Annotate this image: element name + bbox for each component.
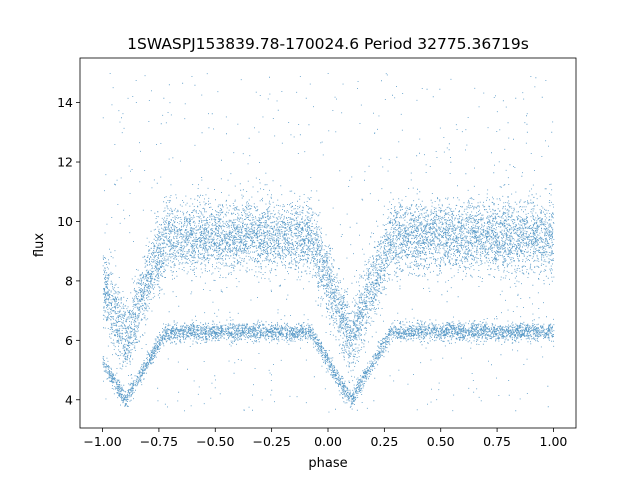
y-axis-label: flux bbox=[32, 233, 47, 257]
y-tick-label: 12 bbox=[57, 155, 73, 170]
x-tick-label: 0.75 bbox=[483, 434, 511, 449]
x-axis-label: phase bbox=[308, 456, 347, 471]
x-tick-label: −0.25 bbox=[252, 434, 290, 449]
y-tick-label: 4 bbox=[65, 392, 73, 407]
x-tick-label: 0.50 bbox=[427, 434, 455, 449]
scatter-points bbox=[102, 73, 555, 413]
x-tick-label: −0.50 bbox=[196, 434, 234, 449]
x-tick-label: −0.75 bbox=[140, 434, 178, 449]
data-points bbox=[102, 73, 555, 413]
y-tick-label: 10 bbox=[57, 214, 73, 229]
y-axis-ticks: 4 6 8 10 12 14 bbox=[57, 95, 80, 407]
x-tick-label: 0.25 bbox=[370, 434, 398, 449]
x-axis-ticks: −1.00 −0.75 −0.50 −0.25 0.00 0.25 0.50 0.75 1.00 bbox=[83, 428, 567, 449]
chart-title: 1SWASPJ153839.78-170024.6 Period 32775.3… bbox=[127, 35, 529, 53]
y-tick-label: 8 bbox=[65, 273, 73, 288]
x-tick-label: −1.00 bbox=[83, 434, 121, 449]
plot-frame bbox=[79, 57, 577, 429]
x-tick-label: 1.00 bbox=[540, 434, 568, 449]
x-tick-label: 0.00 bbox=[314, 434, 342, 449]
y-tick-label: 14 bbox=[57, 95, 73, 110]
y-tick-label: 6 bbox=[65, 333, 73, 348]
